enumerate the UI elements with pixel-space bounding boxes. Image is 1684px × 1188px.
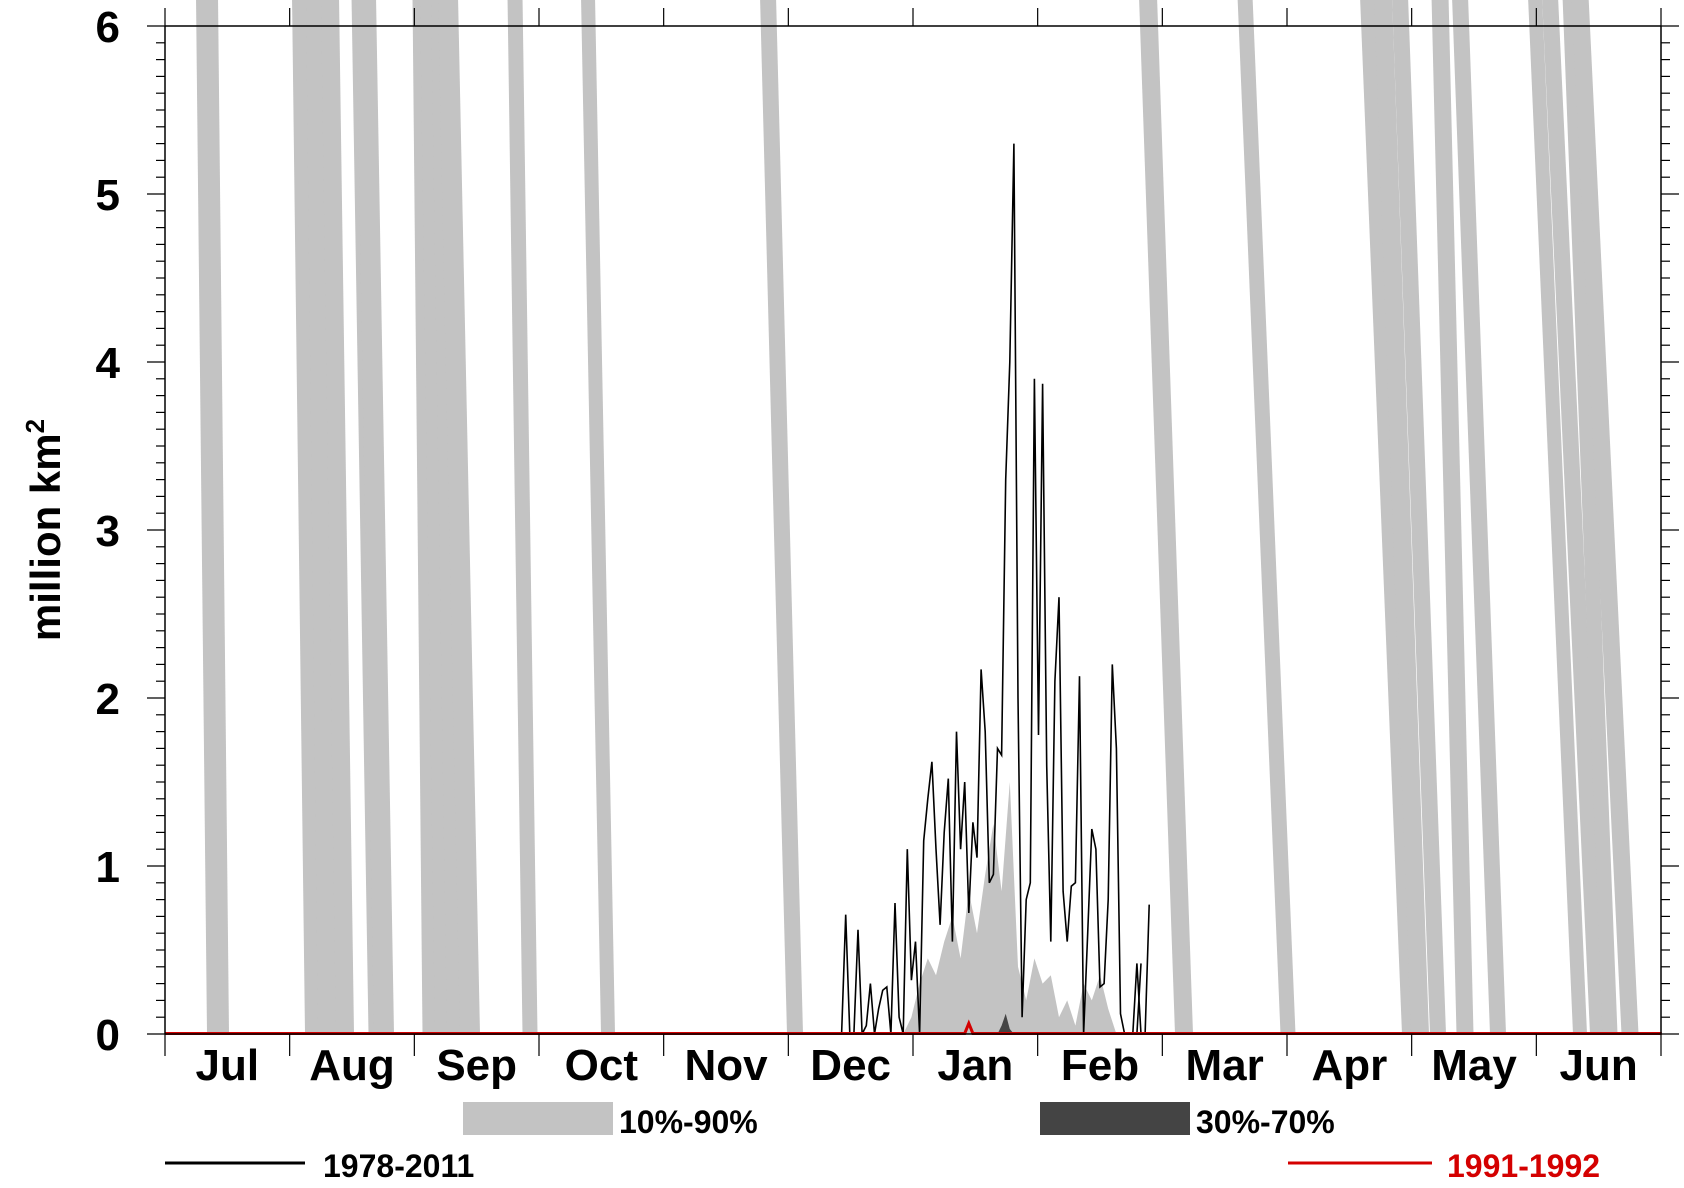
x-month-label-jan: Jan [937, 1041, 1013, 1090]
y-tick-label-5: 5 [96, 171, 120, 220]
diagonal-stripe-7 [420, 0, 451, 1035]
diagonal-stripe-18 [1431, 0, 1474, 1035]
y-axis-title-superscript: 2 [20, 419, 50, 433]
legend-swatch-10-90 [463, 1102, 613, 1135]
y-tick-label-6: 6 [96, 3, 120, 52]
band-30-70-area [997, 1013, 1014, 1034]
diagonal-stripe-0 [196, 0, 229, 1035]
x-month-label-may: May [1431, 1041, 1517, 1090]
legend: 10%-90% 30%-70% 1978-2011 1991-1992 [165, 1102, 1600, 1184]
y-tick-label-2: 2 [96, 675, 120, 724]
diagonal-stripe-2 [306, 0, 338, 1035]
legend-label-1978-2011: 1978-2011 [323, 1148, 474, 1184]
y-tick-label-0: 0 [96, 1011, 120, 1060]
y-tick-labels: 0 1 2 3 4 5 6 [96, 3, 121, 1060]
diagonal-stripe-19 [1452, 0, 1506, 1035]
x-month-label-feb: Feb [1061, 1041, 1139, 1090]
y-tick-label-1: 1 [96, 843, 120, 892]
diagonal-stripe-11 [581, 0, 615, 1035]
x-month-label-sep: Sep [436, 1041, 517, 1090]
x-month-label-apr: Apr [1311, 1041, 1387, 1090]
diagonal-stripe-17 [1392, 0, 1446, 1035]
x-month-label-nov: Nov [684, 1041, 768, 1090]
x-month-label-jun: Jun [1560, 1041, 1638, 1090]
x-month-labels: Jul Aug Sep Oct Nov Dec Jan Feb Mar Apr May Jun [196, 1041, 1638, 1090]
diagonal-stripe-23 [1571, 0, 1639, 1035]
diagonal-stripes-layer [196, 0, 1639, 1035]
legend-label-30-70: 30%-70% [1196, 1104, 1335, 1140]
diagonal-stripe-14 [1237, 0, 1296, 1035]
band-10-90-layer [870, 782, 1133, 1034]
diagonal-stripe-6 [412, 0, 438, 1035]
band-10-90-area [870, 782, 1133, 1034]
legend-label-10-90: 10%-90% [619, 1104, 758, 1140]
y-tick-label-4: 4 [96, 339, 121, 388]
legend-swatch-30-70 [1040, 1102, 1190, 1135]
y-axis-title-text: million km [22, 433, 69, 641]
axes-layer [147, 8, 1679, 1056]
diagonal-stripe-22 [1562, 0, 1618, 1035]
diagonal-stripe-13 [1139, 0, 1193, 1035]
legend-label-1991-1992: 1991-1992 [1447, 1148, 1600, 1184]
diagonal-stripe-9 [438, 0, 480, 1035]
x-month-label-dec: Dec [810, 1041, 891, 1090]
y-axis-title: million km2 [20, 419, 69, 641]
diagonal-stripe-3 [321, 0, 354, 1035]
x-month-label-jul: Jul [196, 1041, 260, 1090]
diagonal-stripe-21 [1542, 0, 1606, 1035]
x-month-label-oct: Oct [565, 1041, 639, 1090]
line-1978-2011 [840, 143, 1142, 1035]
diagonal-stripe-20 [1528, 0, 1587, 1035]
diagonal-stripe-10 [507, 0, 538, 1035]
diagonal-stripe-12 [760, 0, 803, 1035]
band-30-70-layer [997, 1013, 1014, 1034]
diagonal-stripe-16 [1374, 0, 1429, 1035]
diagonal-stripe-1 [292, 0, 321, 1035]
x-month-label-aug: Aug [309, 1041, 395, 1090]
y-tick-label-3: 3 [96, 507, 120, 556]
x-month-label-mar: Mar [1186, 1041, 1264, 1090]
diagonal-stripe-5 [356, 0, 394, 1035]
